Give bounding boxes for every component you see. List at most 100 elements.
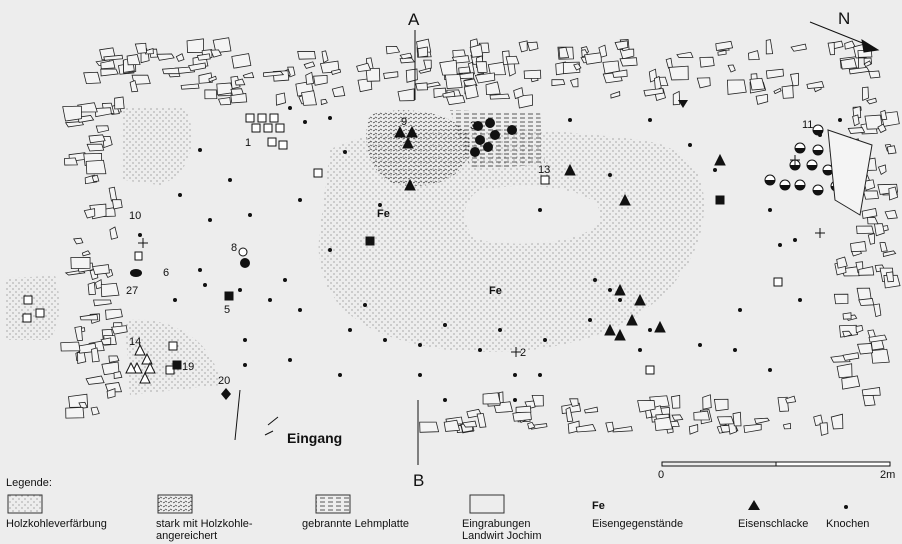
bone bbox=[738, 308, 742, 312]
stone bbox=[106, 309, 123, 319]
stone bbox=[666, 58, 672, 68]
stone bbox=[444, 420, 459, 431]
stone bbox=[477, 414, 486, 428]
find-square bbox=[774, 278, 782, 286]
stone bbox=[783, 423, 790, 429]
stone bbox=[856, 325, 863, 332]
stone bbox=[880, 243, 887, 252]
stone bbox=[820, 423, 828, 436]
find-number: 11 bbox=[802, 119, 813, 131]
stone bbox=[886, 272, 893, 282]
stone bbox=[490, 94, 510, 99]
stone bbox=[837, 364, 852, 378]
legend-swatch bbox=[470, 495, 504, 513]
find-oval bbox=[130, 269, 142, 277]
stone bbox=[115, 97, 125, 109]
find-square bbox=[264, 124, 272, 132]
slag bbox=[615, 330, 625, 340]
stone bbox=[135, 43, 146, 53]
stone bbox=[187, 39, 203, 53]
find-square bbox=[366, 237, 374, 245]
page: {"plan":{"axis_top":"A","axis_bottom":"B… bbox=[0, 0, 902, 544]
stone bbox=[418, 47, 428, 57]
stone bbox=[306, 72, 314, 84]
bone bbox=[798, 298, 802, 302]
stone bbox=[862, 87, 868, 100]
stone bbox=[527, 42, 538, 51]
iron-find: Fe bbox=[377, 208, 390, 220]
stone bbox=[807, 81, 824, 88]
stone bbox=[697, 78, 710, 88]
bone bbox=[328, 248, 332, 252]
bone bbox=[268, 298, 272, 302]
find-half-disc bbox=[795, 148, 805, 153]
stone bbox=[176, 54, 184, 62]
stone bbox=[87, 144, 104, 151]
stone bbox=[127, 54, 140, 64]
find-square bbox=[270, 114, 278, 122]
stone bbox=[881, 110, 887, 119]
stone bbox=[162, 68, 179, 74]
stone bbox=[464, 85, 478, 99]
stone bbox=[86, 376, 104, 384]
legend-swatch bbox=[316, 495, 350, 513]
stone bbox=[791, 73, 799, 86]
find-square bbox=[646, 366, 654, 374]
stone bbox=[406, 69, 417, 82]
bone bbox=[198, 268, 202, 272]
bone bbox=[588, 318, 592, 322]
stone bbox=[197, 54, 210, 60]
find-square bbox=[252, 124, 260, 132]
stone bbox=[871, 349, 889, 363]
bone bbox=[208, 218, 212, 222]
find-square bbox=[258, 114, 266, 122]
stone bbox=[314, 75, 328, 85]
stone bbox=[748, 51, 759, 60]
stone bbox=[716, 41, 733, 50]
legend-label: Landwirt Jochim bbox=[462, 530, 541, 542]
stone bbox=[694, 411, 710, 420]
bone bbox=[343, 150, 347, 154]
find-square bbox=[169, 342, 177, 350]
stone bbox=[101, 69, 118, 76]
stone bbox=[766, 40, 772, 54]
bone bbox=[288, 106, 292, 110]
find-number: 19 bbox=[182, 361, 194, 373]
find-number: 1 bbox=[245, 137, 251, 149]
find-half-disc bbox=[765, 180, 775, 185]
stone bbox=[96, 126, 108, 133]
stone bbox=[867, 98, 877, 104]
find-disc bbox=[240, 258, 250, 268]
stone bbox=[868, 217, 878, 224]
stone bbox=[673, 91, 679, 104]
stone bbox=[728, 65, 735, 72]
stone bbox=[232, 54, 251, 69]
bone bbox=[768, 368, 772, 372]
stone bbox=[463, 421, 477, 427]
find-ring bbox=[239, 248, 247, 256]
stone bbox=[858, 343, 873, 354]
bone bbox=[543, 338, 547, 342]
bone bbox=[638, 348, 642, 352]
stone bbox=[61, 342, 80, 351]
stone bbox=[848, 128, 864, 134]
stone bbox=[834, 294, 848, 304]
stone bbox=[298, 51, 316, 59]
bone bbox=[713, 168, 717, 172]
stone bbox=[782, 86, 793, 99]
stone bbox=[398, 89, 414, 101]
bone bbox=[478, 348, 482, 352]
stone bbox=[80, 314, 98, 319]
find-half-disc bbox=[780, 185, 790, 190]
stone bbox=[766, 69, 783, 78]
bone bbox=[618, 298, 622, 302]
slag bbox=[715, 155, 725, 165]
stone bbox=[476, 62, 487, 73]
stone bbox=[101, 283, 119, 296]
find-half-disc bbox=[813, 150, 823, 155]
stone bbox=[506, 56, 519, 64]
stone bbox=[109, 356, 119, 362]
bone bbox=[173, 298, 177, 302]
stone bbox=[857, 226, 874, 234]
stone bbox=[883, 251, 895, 257]
